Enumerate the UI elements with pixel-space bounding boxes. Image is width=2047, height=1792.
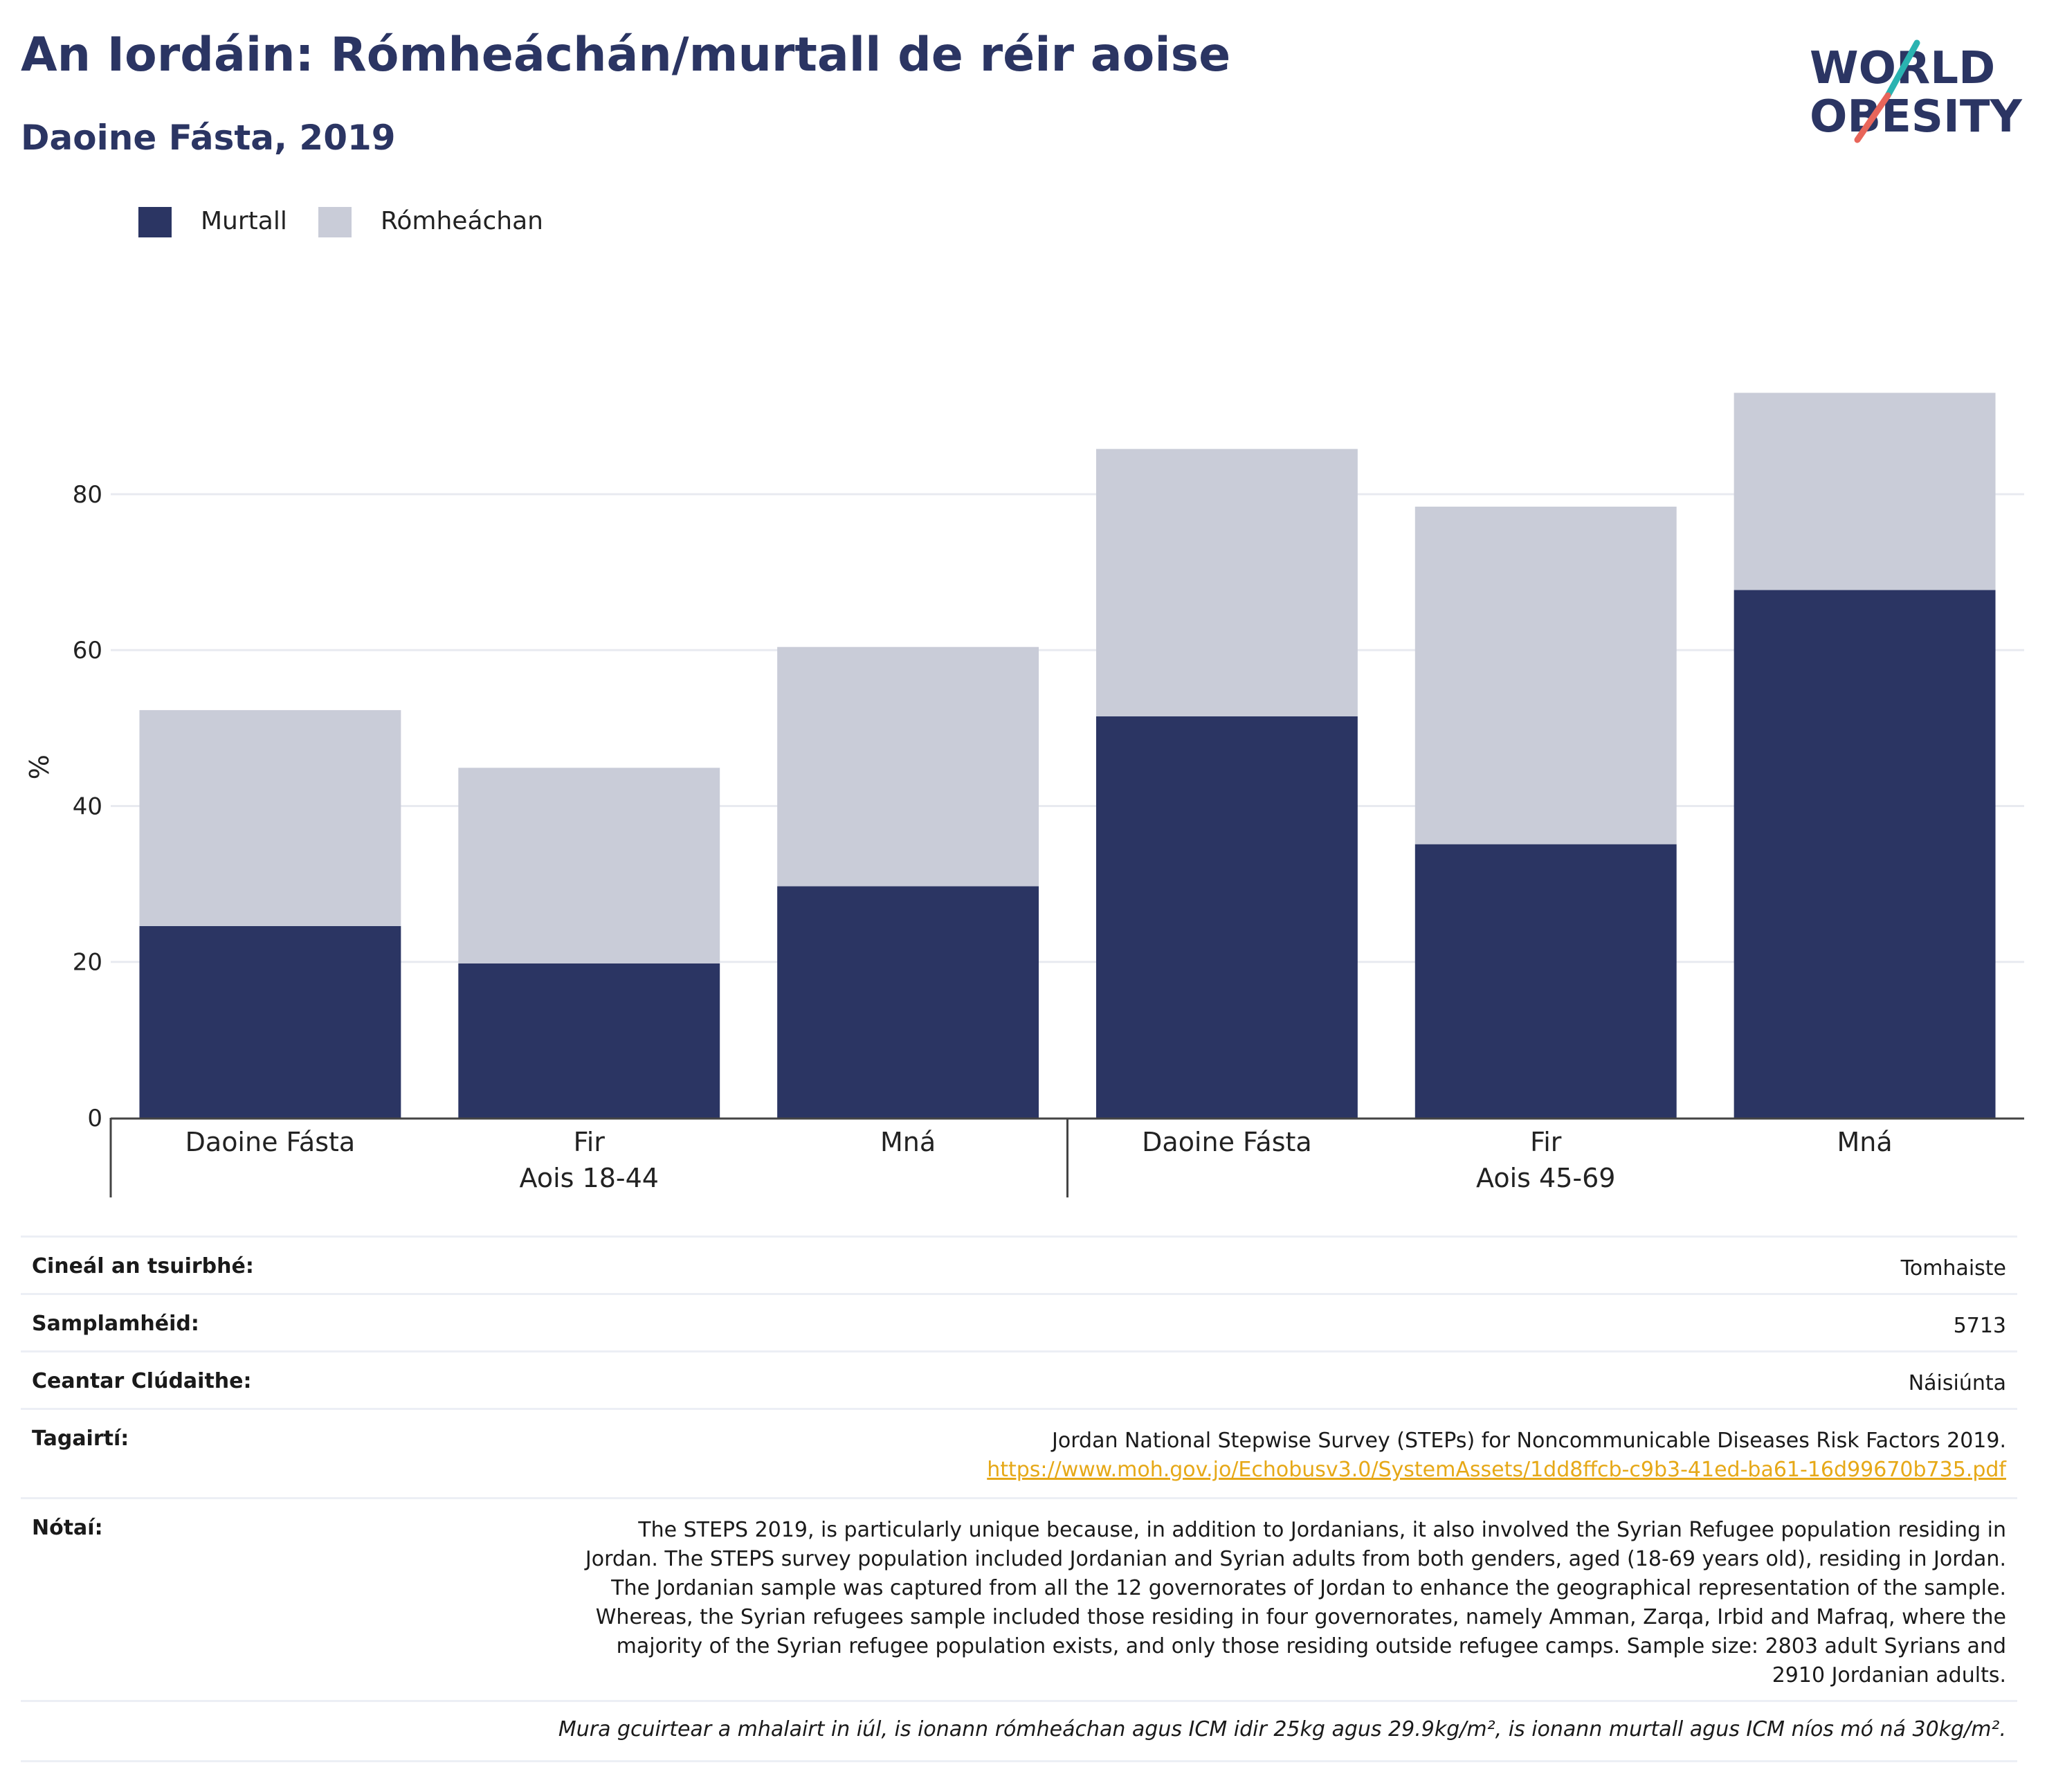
area-covered-value: Náisiúnta <box>1909 1369 2006 1398</box>
x-tick-label: Mná <box>880 1127 936 1157</box>
bar-obesity-1[interactable] <box>139 926 401 1118</box>
x-tick-label: Fir <box>574 1127 606 1157</box>
sample-size-value: 5713 <box>1954 1312 2006 1341</box>
bar-obesity-6[interactable] <box>1734 590 1996 1118</box>
survey-type-label: Cineál an tsuirbhé: <box>32 1254 254 1278</box>
area-covered-label: Ceantar Clúdaithe: <box>32 1369 252 1393</box>
info-row-sample-size: Samplamhéid: 5713 <box>21 1293 2017 1350</box>
bar-overweight-2[interactable] <box>458 768 720 963</box>
bmi-footnote: Mura gcuirtear a mhalairt in iúl, is ion… <box>558 1717 2006 1741</box>
info-row-notes: Nótaí: The STEPS 2019, is particularly u… <box>21 1497 2017 1700</box>
bar-overweight-5[interactable] <box>1415 507 1677 844</box>
bar-obesity-5[interactable] <box>1415 844 1677 1118</box>
world-obesity-logo: WORLD OBESITY <box>1799 35 2028 145</box>
bar-overweight-1[interactable] <box>139 710 401 926</box>
logo-text-obesity: OBESITY <box>1810 91 2022 143</box>
bar-overweight-4[interactable] <box>1096 449 1358 716</box>
sample-size-label: Samplamhéid: <box>32 1312 199 1336</box>
x-group-label: Aois 18-44 <box>520 1163 659 1193</box>
y-tick-label: 40 <box>73 793 102 820</box>
info-row-footnote: Mura gcuirtear a mhalairt in iúl, is ion… <box>21 1700 2017 1762</box>
chart-subtitle: Daoine Fásta, 2019 <box>21 118 396 158</box>
bar-obesity-3[interactable] <box>777 886 1039 1118</box>
x-tick-label: Daoine Fásta <box>185 1127 356 1157</box>
legend-label-obesity: Murtall <box>201 207 287 235</box>
references-value: Jordan National Stepwise Survey (STEPs) … <box>987 1427 2006 1485</box>
stacked-bar-chart: 0 20 40 60 80% Daoine Fásta Fir Mná Daoine Fásta… <box>0 263 2047 1204</box>
references-link[interactable]: https://www.moh.gov.jo/Echobusv3.0/Syste… <box>987 1458 2006 1482</box>
x-tick-label: Daoine Fásta <box>1142 1127 1312 1157</box>
info-row-survey-type: Cineál an tsuirbhé: Tomhaiste <box>21 1236 2017 1293</box>
x-tick-label: Fir <box>1530 1127 1562 1157</box>
chart-title: An Iordáin: Rómheáchán/murtall de réir a… <box>21 28 1230 82</box>
survey-type-value: Tomhaiste <box>1901 1254 2006 1283</box>
legend-label-overweight: Rómheáchan <box>381 207 543 235</box>
y-tick-label: 80 <box>73 481 102 509</box>
references-text: Jordan National Stepwise Survey (STEPs) … <box>1052 1429 2006 1453</box>
survey-info-table: Cineál an tsuirbhé: Tomhaiste Samplamhéi… <box>21 1236 2017 1762</box>
notes-label: Nótaí: <box>32 1516 103 1540</box>
y-tick-label: 60 <box>73 637 102 664</box>
bar-obesity-4[interactable] <box>1096 716 1358 1118</box>
info-row-references: Tagairtí: Jordan National Stepwise Surve… <box>21 1408 2017 1497</box>
references-label: Tagairtí: <box>32 1427 129 1451</box>
notes-text: The STEPS 2019, is particularly unique b… <box>567 1516 2006 1690</box>
info-row-area-covered: Ceantar Clúdaithe: Náisiúnta <box>21 1350 2017 1408</box>
legend-swatch-obesity <box>138 207 172 237</box>
x-tick-label: Mná <box>1837 1127 1893 1157</box>
legend-swatch-overweight <box>318 207 352 237</box>
y-tick-label: 20 <box>73 949 102 977</box>
bar-overweight-3[interactable] <box>777 647 1039 887</box>
y-axis-label: % <box>24 754 55 779</box>
x-group-label: Aois 45-69 <box>1476 1163 1615 1193</box>
y-tick-label: 0 <box>87 1105 102 1132</box>
bar-obesity-2[interactable] <box>458 963 720 1118</box>
bar-overweight-6[interactable] <box>1734 393 1996 590</box>
